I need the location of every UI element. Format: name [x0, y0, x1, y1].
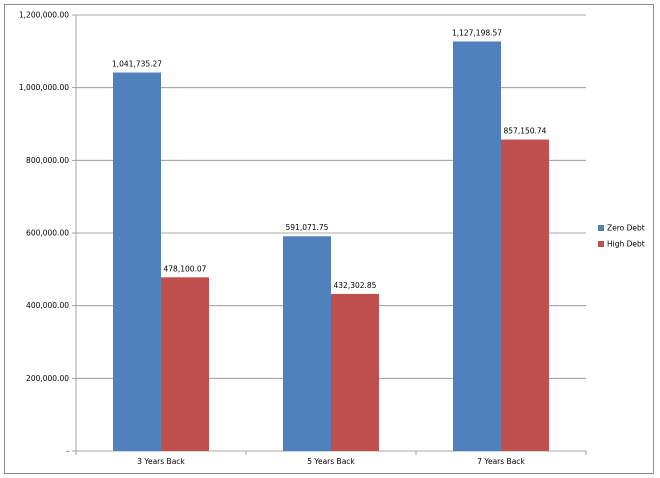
- data-label: 478,100.07: [164, 264, 207, 273]
- data-labels: 1,041,735.27 478,100.07 591,071.75 432,302.…: [112, 28, 547, 289]
- data-label: 591,071.75: [286, 223, 329, 232]
- data-label: 1,041,735.27: [112, 60, 162, 69]
- data-label: 857,150.74: [504, 127, 547, 136]
- bar-zero-debt: [113, 72, 161, 451]
- bar-zero-debt: [283, 236, 331, 451]
- bar-chart: - 200,000.00 400,000.00 600,000.00 800,000.0…: [19, 11, 645, 467]
- bar-high-debt: [331, 293, 379, 451]
- x-category-label: 5 Years Back: [307, 457, 355, 466]
- legend: Zero Debt High Debt: [598, 224, 645, 249]
- bar-high-debt: [161, 277, 209, 451]
- bar-high-debt: [501, 139, 549, 452]
- legend-swatch: [598, 225, 604, 231]
- y-tick-label: 400,000.00: [26, 301, 69, 310]
- y-tick-label: 800,000.00: [26, 156, 69, 165]
- bars: [113, 41, 549, 452]
- y-tick-label: 1,000,000.00: [19, 83, 69, 92]
- legend-label: Zero Debt: [607, 224, 645, 233]
- y-tick-label: -: [66, 447, 69, 456]
- data-label: 432,302.85: [334, 281, 377, 290]
- y-tick-label: 600,000.00: [26, 229, 69, 238]
- legend-label: High Debt: [607, 240, 645, 249]
- y-tick-label: 200,000.00: [26, 374, 69, 383]
- x-category-label: 7 Years Back: [477, 457, 525, 466]
- data-label: 1,127,198.57: [452, 28, 502, 37]
- y-tick-label: 1,200,000.00: [19, 11, 69, 20]
- x-category-label: 3 Years Back: [137, 457, 185, 466]
- legend-swatch: [598, 241, 604, 247]
- bar-zero-debt: [453, 41, 501, 452]
- chart-frame: - 200,000.00 400,000.00 600,000.00 800,000.0…: [4, 4, 654, 474]
